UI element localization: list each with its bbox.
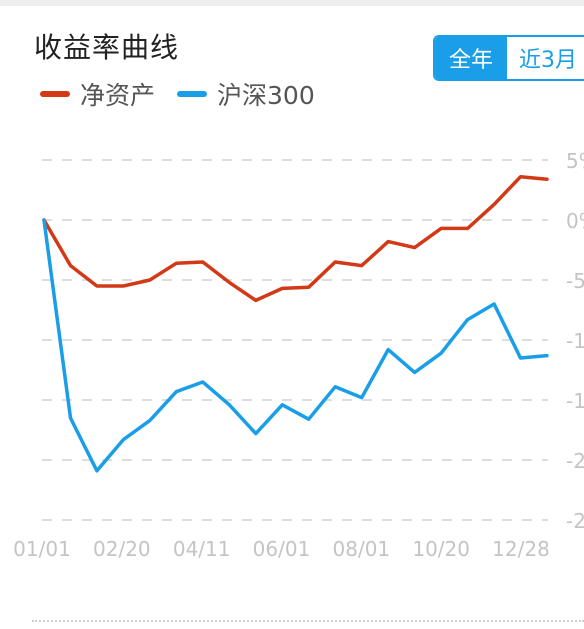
legend-label-csi300: 沪深300 (217, 81, 315, 110)
series-line-net-assets (42, 175, 549, 303)
x-tick-label: 10/20 (412, 537, 470, 560)
top-strip (0, 0, 584, 6)
bottom-divider (32, 620, 584, 622)
y-tick-label: 5% (566, 149, 584, 173)
x-tick-label: 06/01 (253, 537, 311, 560)
y-tick-label: -5% (566, 269, 584, 293)
legend-item-net-assets[interactable]: 净资产 (40, 76, 155, 112)
legend-swatch-net-assets (40, 91, 70, 97)
yield-curve-chart: 5% 0% -5% -10% -15% -20% -25% 01/01 02/20 04/11 06… (13, 149, 584, 560)
legend-item-csi300[interactable]: 沪深300 (177, 76, 315, 112)
y-tick-label: -20% (566, 449, 584, 473)
x-tick-label: 08/01 (333, 537, 391, 560)
range-button-full-year[interactable]: 全年 (435, 37, 507, 79)
y-tick-label: -25% (566, 509, 584, 533)
y-tick-label: -10% (566, 329, 584, 353)
x-tick-label: 04/11 (173, 537, 231, 560)
legend-swatch-csi300 (177, 91, 208, 97)
legend-label-net-assets: 净资产 (80, 81, 156, 110)
chart-legend: 净资产 沪深300 (40, 78, 337, 110)
x-tick-label: 12/28 (492, 537, 550, 560)
y-tick-label: 0% (566, 209, 584, 233)
x-tick-label: 02/20 (93, 537, 151, 560)
series-line-csi300 (42, 218, 549, 473)
range-button-3-months[interactable]: 近3月 (507, 37, 584, 79)
range-toggle: 全年 近3月 (433, 35, 584, 81)
x-tick-label: 01/01 (13, 537, 71, 560)
y-tick-label: -15% (566, 389, 584, 413)
page-title: 收益率曲线 (34, 31, 180, 64)
